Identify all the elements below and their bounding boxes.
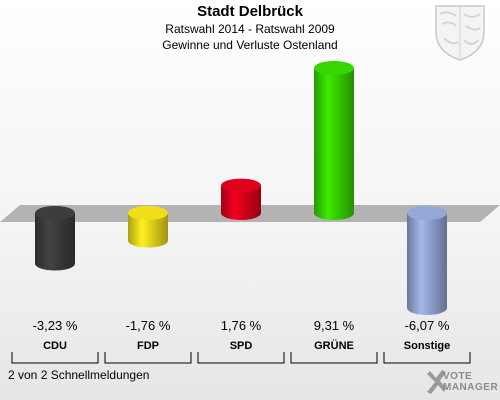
vote-manager-logo: VOTE MANAGER xyxy=(425,368,499,398)
category-tick xyxy=(383,352,471,364)
bar-cap xyxy=(35,206,75,220)
bar-cap xyxy=(128,206,168,220)
bar-body xyxy=(314,68,354,220)
vote-cross-icon xyxy=(427,370,446,394)
category-label: FDP xyxy=(137,340,159,352)
data-label: 9,31 % xyxy=(313,318,355,333)
chart-subtitle-2: Gewinne und Verluste Ostenland xyxy=(162,38,338,52)
category-label: SPD xyxy=(229,340,253,352)
chart-subtitle-1: Ratswahl 2014 - Ratswahl 2009 xyxy=(165,22,335,36)
bar-cap xyxy=(407,206,447,220)
bar-cap xyxy=(221,178,261,193)
category-label: Sonstige xyxy=(403,340,451,352)
bar-body xyxy=(407,213,447,315)
bar-body xyxy=(221,185,261,220)
bar-cdu xyxy=(35,206,75,271)
data-label: 1,76 % xyxy=(220,318,262,333)
category-tick xyxy=(11,352,99,364)
data-label: -1,76 % xyxy=(125,318,171,333)
logo-line-1: VOTE xyxy=(443,371,473,382)
chart-title: Stadt Delbrück xyxy=(197,3,303,20)
logo-line-2: MANAGER xyxy=(443,382,499,393)
coat-of-arms-icon xyxy=(430,2,490,67)
status-text: 2 von 2 Schnellmeldungen xyxy=(8,368,150,382)
bar-grüne xyxy=(314,61,354,220)
category-label: GRÜNE xyxy=(314,340,354,352)
category-tick xyxy=(104,352,192,364)
bar-spd xyxy=(221,178,261,220)
bar-sonstige xyxy=(407,206,447,315)
category-tick xyxy=(197,352,285,364)
bar-fdp xyxy=(128,206,168,248)
category-label: CDU xyxy=(43,340,67,352)
category-tick xyxy=(290,352,378,364)
bar-cap xyxy=(314,61,354,75)
data-label: -6,07 % xyxy=(404,318,450,333)
bar-body xyxy=(128,213,168,248)
bar-body xyxy=(35,213,75,271)
data-label: -3,23 % xyxy=(32,318,78,333)
